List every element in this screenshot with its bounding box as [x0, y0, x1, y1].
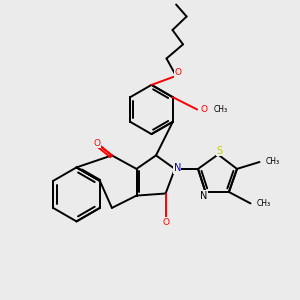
Text: O: O: [94, 139, 101, 148]
Text: S: S: [217, 146, 223, 156]
Text: CH₃: CH₃: [256, 199, 271, 208]
Text: CH₃: CH₃: [214, 105, 228, 114]
Text: O: O: [175, 68, 182, 77]
Text: O: O: [162, 218, 169, 227]
Text: N: N: [174, 163, 181, 173]
Text: CH₃: CH₃: [266, 158, 280, 166]
Text: O: O: [201, 105, 208, 114]
Text: N: N: [200, 190, 208, 201]
